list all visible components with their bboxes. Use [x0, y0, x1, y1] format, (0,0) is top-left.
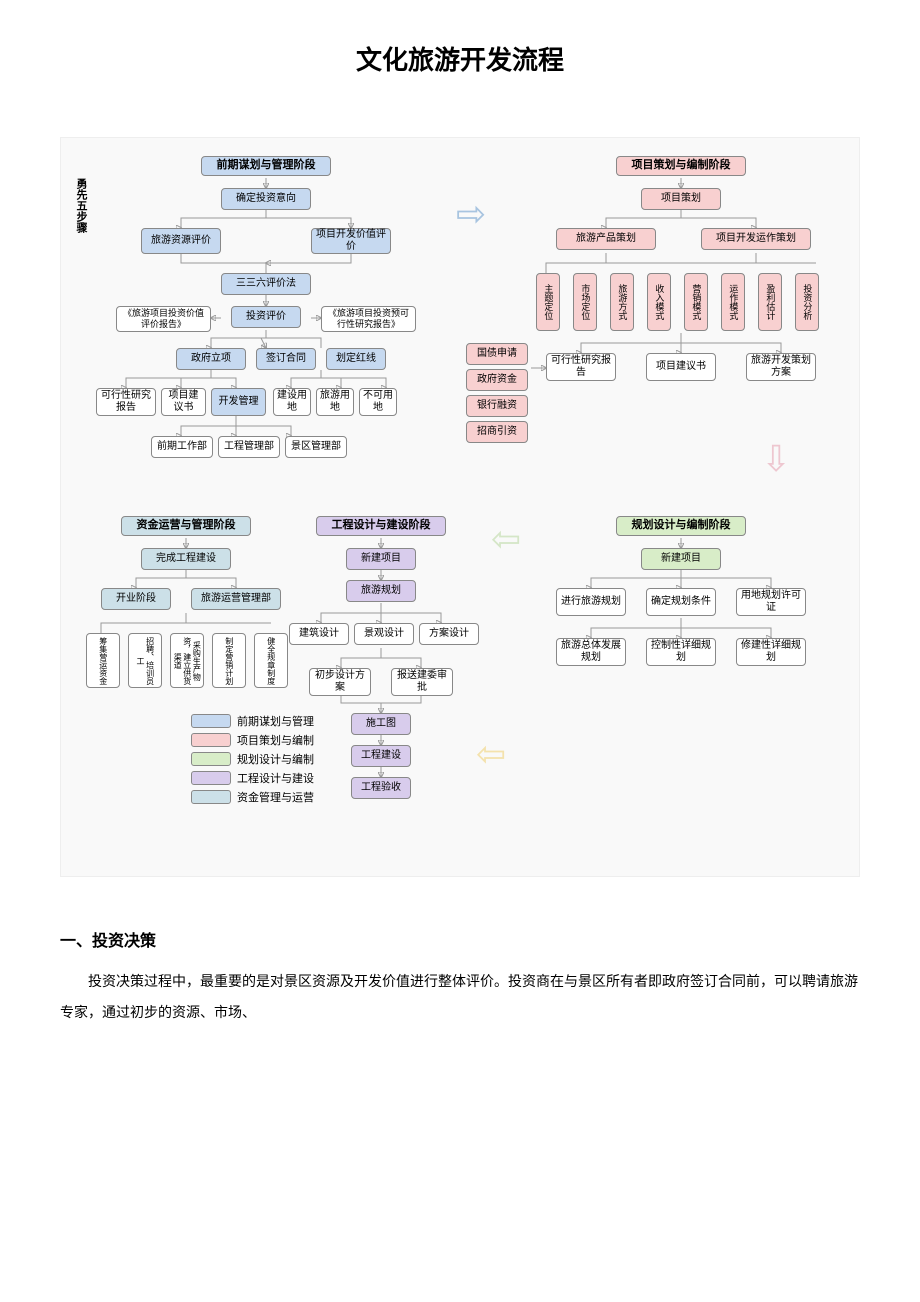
node: 项目建议书 [161, 388, 206, 416]
node: 工程建设 [351, 745, 411, 767]
node: 进行旅游规划 [556, 588, 626, 616]
node: 工程管理部 [218, 436, 280, 458]
legend-row: 项目策划与编制 [191, 732, 314, 748]
node: 旅游运营管理部 [191, 588, 281, 610]
node: 投资评价 [231, 306, 301, 328]
node: 盈利估计 [758, 273, 782, 331]
node: 旅游规划 [346, 580, 416, 602]
node: 旅游开发策划方案 [746, 353, 816, 381]
node: 控制性详细规划 [646, 638, 716, 666]
node: 报送建委审批 [391, 668, 453, 696]
node: 项目建议书 [646, 353, 716, 381]
node: 旅游产品策划 [556, 228, 656, 250]
node: 旅游资源评价 [141, 228, 221, 254]
node: 《旅游项目投资预可行性研究报告》 [321, 306, 416, 332]
node: 景观设计 [354, 623, 414, 645]
node: 《旅游项目投资价值评价报告》 [116, 306, 211, 332]
flowchart-diagram: 勇先五步骤 [60, 137, 860, 877]
node: 新建项目 [641, 548, 721, 570]
node: 旅游用地 [316, 388, 354, 416]
node: 三三六评价法 [221, 273, 311, 295]
node: 用地规划许可证 [736, 588, 806, 616]
node: 政府立项 [176, 348, 246, 370]
phase5-header: 资金运营与管理阶段 [121, 516, 251, 536]
node: 可行性研究报告 [546, 353, 616, 381]
node: 采购生产物资，建立供货渠道 [170, 633, 204, 688]
legend-swatch [191, 771, 231, 785]
flow-arrow-icon: ⇦ [491, 518, 521, 560]
node: 开发管理 [211, 388, 266, 416]
node: 招商引资 [466, 421, 528, 443]
legend-row: 工程设计与建设 [191, 770, 314, 786]
legend-label: 项目策划与编制 [237, 732, 314, 748]
node: 健全规章制度 [254, 633, 288, 688]
node: 工程验收 [351, 777, 411, 799]
node: 修建性详细规划 [736, 638, 806, 666]
node: 主题定位 [536, 273, 560, 331]
legend-swatch [191, 733, 231, 747]
node: 方案设计 [419, 623, 479, 645]
node: 营销模式 [684, 273, 708, 331]
node: 确定规划条件 [646, 588, 716, 616]
node: 银行融资 [466, 395, 528, 417]
node: 招聘、培训员工 [128, 633, 162, 688]
node: 政府资金 [466, 369, 528, 391]
flow-arrow-icon: ⇩ [761, 438, 791, 480]
node: 划定红线 [326, 348, 386, 370]
legend-label: 资金管理与运营 [237, 789, 314, 805]
legend-swatch [191, 790, 231, 804]
node: 确定投资意向 [221, 188, 311, 210]
node: 市场定位 [573, 273, 597, 331]
node: 前期工作部 [151, 436, 213, 458]
node: 签订合同 [256, 348, 316, 370]
node: 收入模式 [647, 273, 671, 331]
legend-row: 资金管理与运营 [191, 789, 314, 805]
phase4-header: 工程设计与建设阶段 [316, 516, 446, 536]
phase2-header: 项目策划与编制阶段 [616, 156, 746, 176]
node: 运作模式 [721, 273, 745, 331]
node: 旅游总体发展规划 [556, 638, 626, 666]
phase3-header: 规划设计与编制阶段 [616, 516, 746, 536]
legend-label: 前期谋划与管理 [237, 713, 314, 729]
flow-arrow-icon: ⇨ [456, 193, 486, 235]
node: 项目开发价值评价 [311, 228, 391, 254]
body-paragraph: 投资决策过程中，最重要的是对景区资源及开发价值进行整体评价。投资商在与景区所有者… [60, 966, 860, 1028]
node: 投资分析 [795, 273, 819, 331]
node: 不可用地 [359, 388, 397, 416]
legend-swatch [191, 714, 231, 728]
page-title: 文化旅游开发流程 [60, 40, 860, 77]
node: 建设用地 [273, 388, 311, 416]
node: 项目开发运作策划 [701, 228, 811, 250]
node: 筹集营运资金 [86, 633, 120, 688]
legend-row: 前期谋划与管理 [191, 713, 314, 729]
node: 可行性研究报告 [96, 388, 156, 416]
flow-arrow-icon: ⇦ [476, 733, 506, 775]
node: 初步设计方案 [309, 668, 371, 696]
node: 项目策划 [641, 188, 721, 210]
legend-swatch [191, 752, 231, 766]
legend: 前期谋划与管理项目策划与编制规划设计与编制工程设计与建设资金管理与运营 [191, 713, 314, 808]
legend-label: 工程设计与建设 [237, 770, 314, 786]
phase1-header: 前期谋划与管理阶段 [201, 156, 331, 176]
node: 开业阶段 [101, 588, 171, 610]
node: 制定营销计划 [212, 633, 246, 688]
legend-label: 规划设计与编制 [237, 751, 314, 767]
node: 完成工程建设 [141, 548, 231, 570]
section-heading: 一、投资决策 [60, 927, 860, 951]
node: 国债申请 [466, 343, 528, 365]
side-label: 勇先五步骤 [73, 178, 89, 233]
legend-row: 规划设计与编制 [191, 751, 314, 767]
node: 施工图 [351, 713, 411, 735]
node: 新建项目 [346, 548, 416, 570]
node: 景区管理部 [285, 436, 347, 458]
node: 旅游方式 [610, 273, 634, 331]
node: 建筑设计 [289, 623, 349, 645]
